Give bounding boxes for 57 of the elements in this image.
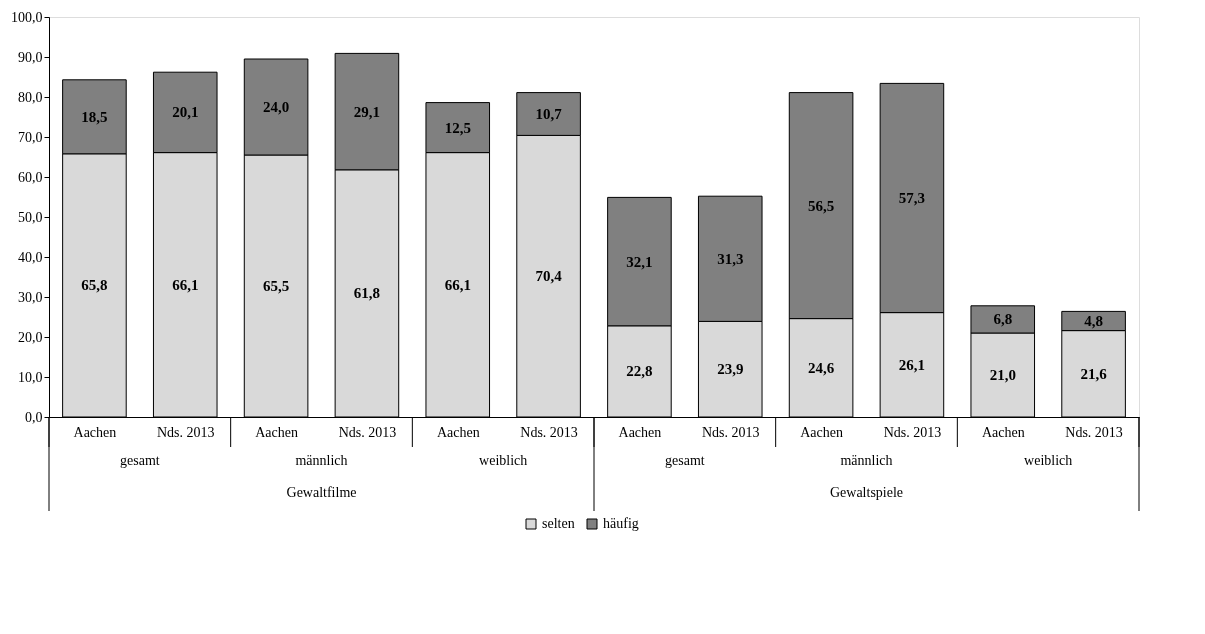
data-label: 26,1 [898, 356, 926, 373]
y-tick-label: 100,0 [11, 9, 43, 25]
y-tick-label: 60,0 [18, 169, 43, 185]
text: weiblich [479, 453, 528, 468]
data-label: 21,6 [1080, 365, 1108, 382]
y-tick-label: 50,0 [18, 209, 43, 225]
y-tick-label: 40,0 [18, 249, 43, 265]
data-label: 21,0 [989, 367, 1016, 383]
data-label: 31,3 [717, 250, 744, 267]
y-tick-label: 90,0 [18, 49, 43, 65]
text: männlich [840, 453, 893, 468]
x-tick-label: Nds. 2013 [883, 424, 942, 440]
text: Gewaltfilme [286, 485, 357, 500]
x-tick-label: Aachen [255, 424, 298, 440]
y-tick-label: 80,0 [18, 89, 43, 105]
data-label: 10,7 [535, 106, 563, 122]
x-tick-label: Aachen [800, 424, 843, 440]
x-tick-label: Aachen [73, 424, 117, 440]
legend-label: selten [542, 516, 575, 531]
x-tick-label: Nds. 2013 [156, 424, 215, 440]
data-label: 66,1 [172, 276, 199, 293]
x-tick-label: Nds. 2013 [701, 424, 760, 440]
y-tick-label: 20,0 [18, 329, 43, 345]
text: gesamt [120, 453, 160, 468]
text: gesamt [665, 453, 705, 468]
data-label: 29,1 [353, 103, 381, 120]
legend-label: häufig [603, 516, 639, 531]
data-label: 4,8 [1084, 313, 1103, 329]
y-tick-label: 30,0 [18, 289, 43, 305]
data-label: 6,8 [993, 311, 1013, 328]
text: männlich [295, 453, 348, 468]
x-tick-label: Nds. 2013 [1065, 424, 1123, 440]
data-label: 66,1 [444, 276, 471, 293]
data-label: 23,9 [717, 361, 744, 378]
data-label: 24,0 [262, 99, 290, 115]
data-label: 24,6 [807, 359, 835, 376]
data-label: 56,5 [807, 197, 835, 214]
text: weiblich [1024, 453, 1073, 468]
data-label: 22,8 [626, 363, 653, 380]
data-label: 18,5 [81, 108, 108, 125]
data-label: 20,1 [172, 104, 199, 121]
x-tick-label: Aachen [981, 424, 1025, 440]
x-tick-label: Aachen [436, 424, 480, 440]
data-label: 12,5 [444, 119, 471, 136]
data-label: 65,8 [81, 277, 108, 294]
text: Gewaltspiele [829, 485, 904, 500]
x-tick-label: Aachen [618, 424, 662, 440]
y-tick-label: 70,0 [18, 129, 43, 145]
x-tick-label: Nds. 2013 [338, 424, 397, 440]
data-label: 70,4 [535, 268, 563, 285]
data-label: 65,5 [262, 278, 290, 294]
data-label: 32,1 [626, 253, 653, 270]
y-tick-label: 0,0 [25, 409, 43, 425]
data-label: 61,8 [353, 285, 381, 302]
y-tick-label: 10,0 [18, 369, 43, 385]
x-tick-label: Nds. 2013 [520, 424, 578, 440]
data-label: 57,3 [898, 190, 926, 206]
